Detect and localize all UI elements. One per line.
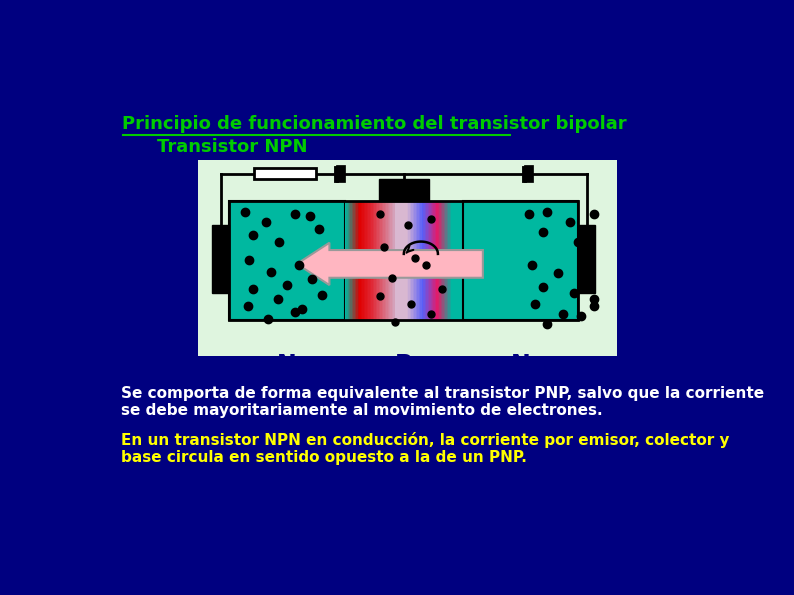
Text: P: P: [395, 353, 413, 377]
Text: N: N: [511, 353, 530, 377]
Bar: [432, 201, 434, 320]
Bar: [392, 201, 394, 320]
Bar: [401, 201, 403, 320]
Bar: [376, 201, 377, 320]
Bar: [396, 201, 399, 320]
Bar: [578, 226, 596, 293]
Bar: [457, 201, 459, 320]
Bar: [364, 201, 366, 320]
Bar: [435, 201, 437, 320]
Bar: [438, 201, 440, 320]
Bar: [394, 201, 395, 320]
Bar: [425, 201, 426, 320]
Bar: [417, 201, 419, 320]
Bar: [360, 201, 363, 320]
Bar: [380, 201, 382, 320]
FancyArrow shape: [297, 243, 483, 285]
Bar: [391, 201, 392, 320]
Text: Principio de funcionamiento del transistor bipolar: Principio de funcionamiento del transist…: [122, 115, 627, 133]
Bar: [382, 201, 384, 320]
Bar: [407, 201, 409, 320]
Bar: [444, 201, 445, 320]
Bar: [410, 201, 411, 320]
Bar: [368, 201, 370, 320]
Text: Transistor NPN: Transistor NPN: [157, 138, 308, 156]
Bar: [254, 168, 316, 179]
Bar: [451, 201, 453, 320]
Bar: [367, 201, 368, 320]
Bar: [403, 201, 404, 320]
Bar: [383, 201, 385, 320]
Bar: [418, 201, 421, 320]
Bar: [374, 201, 376, 320]
Text: En un transistor NPN en conducción, la corriente por emisor, colector y
base cir: En un transistor NPN en conducción, la c…: [121, 432, 730, 465]
Bar: [389, 201, 391, 320]
Bar: [454, 201, 456, 320]
Bar: [461, 201, 464, 320]
Bar: [349, 201, 351, 320]
Bar: [386, 201, 388, 320]
Bar: [346, 201, 348, 320]
Bar: [345, 201, 346, 320]
Bar: [213, 226, 229, 293]
Bar: [434, 201, 435, 320]
Bar: [229, 201, 345, 320]
Bar: [437, 201, 438, 320]
Bar: [355, 201, 357, 320]
Bar: [357, 201, 358, 320]
Bar: [358, 201, 360, 320]
Bar: [426, 201, 428, 320]
Bar: [372, 201, 373, 320]
Bar: [453, 201, 455, 320]
Bar: [459, 201, 461, 320]
Bar: [463, 201, 578, 320]
Bar: [399, 201, 401, 320]
Bar: [365, 201, 367, 320]
Bar: [445, 201, 447, 320]
Bar: [229, 201, 578, 320]
Bar: [422, 201, 423, 320]
Bar: [353, 201, 355, 320]
Bar: [198, 160, 617, 356]
Bar: [395, 201, 397, 320]
Bar: [408, 201, 410, 320]
Bar: [348, 201, 349, 320]
Text: Se comporta de forma equivalente al transistor PNP, salvo que la corriente
se de: Se comporta de forma equivalente al tran…: [121, 386, 764, 418]
Bar: [442, 201, 444, 320]
Bar: [441, 201, 443, 320]
Bar: [377, 201, 379, 320]
Bar: [427, 201, 430, 320]
Bar: [379, 201, 380, 320]
Bar: [449, 201, 452, 320]
Bar: [372, 201, 375, 320]
Bar: [387, 201, 389, 320]
Bar: [414, 201, 416, 320]
Bar: [430, 201, 433, 320]
Bar: [423, 201, 425, 320]
Bar: [461, 201, 462, 320]
Bar: [429, 201, 431, 320]
Bar: [447, 201, 449, 320]
Bar: [456, 201, 457, 320]
Bar: [384, 201, 387, 320]
Bar: [405, 201, 407, 320]
Bar: [370, 201, 372, 320]
Bar: [398, 201, 399, 320]
Bar: [404, 201, 406, 320]
Bar: [449, 201, 450, 320]
Bar: [362, 201, 364, 320]
Bar: [413, 201, 414, 320]
Text: N: N: [277, 353, 297, 377]
Bar: [416, 201, 418, 320]
Bar: [379, 179, 429, 201]
Bar: [439, 201, 441, 320]
Bar: [420, 201, 422, 320]
Bar: [352, 201, 354, 320]
Bar: [350, 201, 353, 320]
Bar: [360, 201, 361, 320]
Bar: [411, 201, 413, 320]
